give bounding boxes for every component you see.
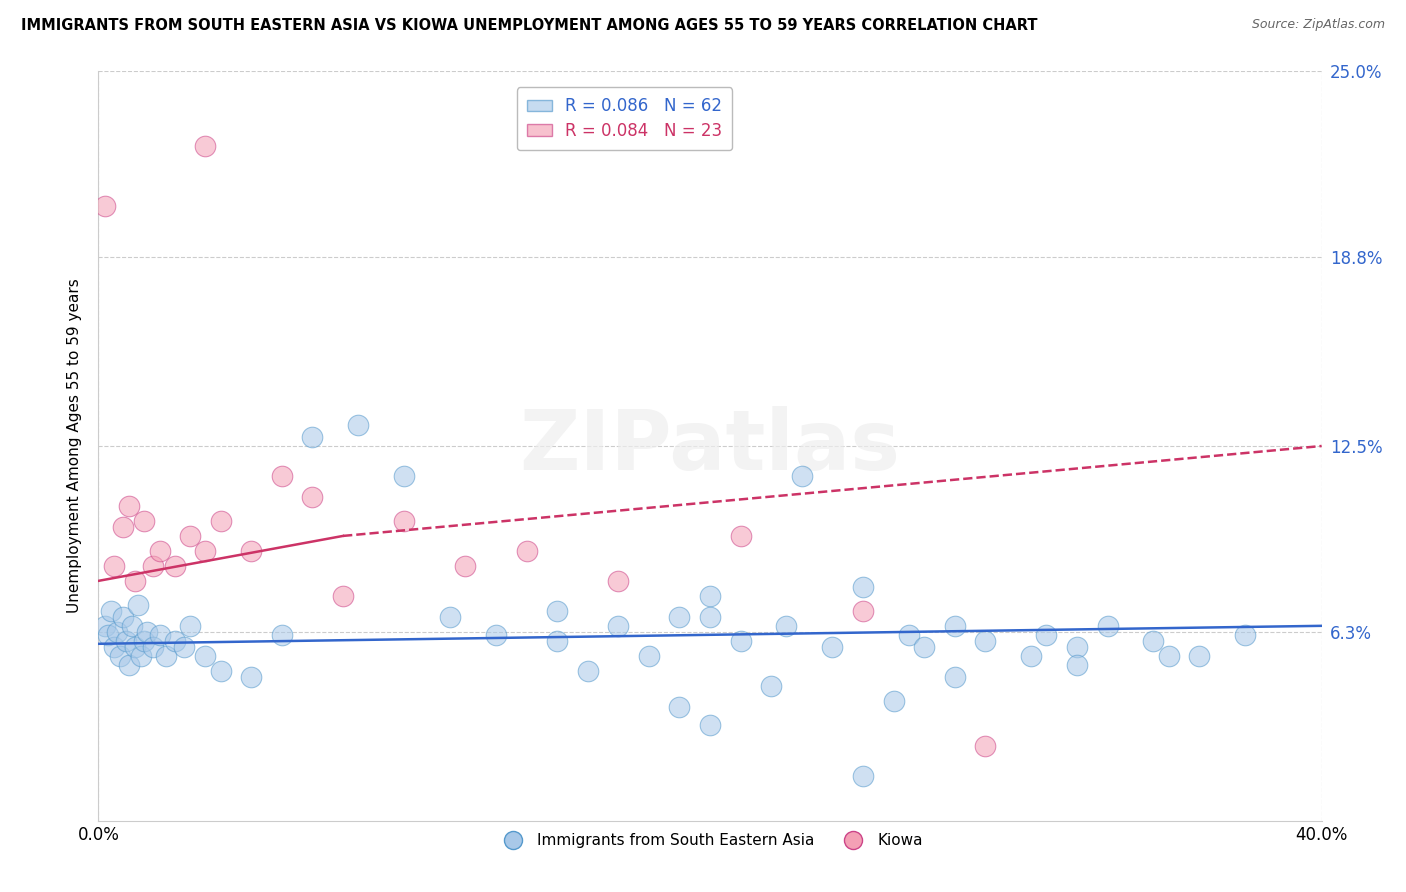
Point xyxy=(516,544,538,558)
Point xyxy=(179,529,201,543)
Point xyxy=(129,648,152,663)
Point xyxy=(209,514,232,528)
Point xyxy=(163,558,186,573)
Point xyxy=(118,657,141,672)
Point xyxy=(576,664,599,678)
Point xyxy=(93,619,115,633)
Point xyxy=(730,529,752,543)
Point xyxy=(897,628,920,642)
Point xyxy=(668,610,690,624)
Point xyxy=(194,648,217,663)
Point xyxy=(943,670,966,684)
Point xyxy=(124,574,146,588)
Point xyxy=(852,769,875,783)
Point xyxy=(1188,648,1211,663)
Legend: Immigrants from South Eastern Asia, Kiowa: Immigrants from South Eastern Asia, Kiow… xyxy=(491,827,929,855)
Y-axis label: Unemployment Among Ages 55 to 59 years: Unemployment Among Ages 55 to 59 years xyxy=(67,278,83,614)
Point xyxy=(1097,619,1119,633)
Point xyxy=(974,739,997,753)
Point xyxy=(1035,628,1057,642)
Point xyxy=(118,499,141,513)
Point xyxy=(852,580,875,594)
Point xyxy=(607,574,630,588)
Point xyxy=(1142,633,1164,648)
Point xyxy=(1157,648,1180,663)
Point xyxy=(699,610,721,624)
Point xyxy=(637,648,661,663)
Point xyxy=(699,717,721,731)
Point xyxy=(392,514,416,528)
Point xyxy=(761,679,783,693)
Point xyxy=(194,544,217,558)
Point xyxy=(943,619,966,633)
Point xyxy=(121,619,143,633)
Point xyxy=(115,633,138,648)
Point xyxy=(179,619,201,633)
Point xyxy=(1234,628,1257,642)
Point xyxy=(485,628,508,642)
Point xyxy=(699,589,721,603)
Point xyxy=(105,624,128,639)
Point xyxy=(124,640,146,654)
Point xyxy=(546,633,568,648)
Point xyxy=(163,633,186,648)
Point xyxy=(332,589,354,603)
Point xyxy=(194,139,217,153)
Point xyxy=(149,544,172,558)
Point xyxy=(974,633,997,648)
Point xyxy=(142,640,165,654)
Point xyxy=(301,490,323,504)
Point xyxy=(108,648,131,663)
Point xyxy=(127,598,149,612)
Text: ZIPatlas: ZIPatlas xyxy=(520,406,900,486)
Point xyxy=(240,544,263,558)
Point xyxy=(103,558,125,573)
Point xyxy=(155,648,177,663)
Point xyxy=(301,430,323,444)
Point xyxy=(790,469,813,483)
Point xyxy=(97,628,120,642)
Point xyxy=(149,628,172,642)
Point xyxy=(852,604,875,618)
Text: IMMIGRANTS FROM SOUTH EASTERN ASIA VS KIOWA UNEMPLOYMENT AMONG AGES 55 TO 59 YEA: IMMIGRANTS FROM SOUTH EASTERN ASIA VS KI… xyxy=(21,18,1038,33)
Point xyxy=(1066,657,1088,672)
Point xyxy=(1066,640,1088,654)
Point xyxy=(607,619,630,633)
Point xyxy=(347,417,370,432)
Point xyxy=(173,640,195,654)
Point xyxy=(1019,648,1042,663)
Point xyxy=(103,640,125,654)
Point xyxy=(775,619,797,633)
Point xyxy=(668,699,690,714)
Point xyxy=(209,664,232,678)
Point xyxy=(454,558,477,573)
Point xyxy=(439,610,461,624)
Point xyxy=(142,558,165,573)
Point xyxy=(821,640,844,654)
Point xyxy=(93,199,115,213)
Point xyxy=(100,604,122,618)
Point xyxy=(912,640,935,654)
Point xyxy=(134,633,156,648)
Point xyxy=(730,633,752,648)
Point xyxy=(111,520,134,534)
Point xyxy=(111,610,134,624)
Point xyxy=(270,469,294,483)
Point xyxy=(546,604,568,618)
Point xyxy=(270,628,294,642)
Point xyxy=(392,469,416,483)
Point xyxy=(240,670,263,684)
Text: Source: ZipAtlas.com: Source: ZipAtlas.com xyxy=(1251,18,1385,31)
Point xyxy=(134,514,156,528)
Point xyxy=(136,624,159,639)
Point xyxy=(883,694,905,708)
